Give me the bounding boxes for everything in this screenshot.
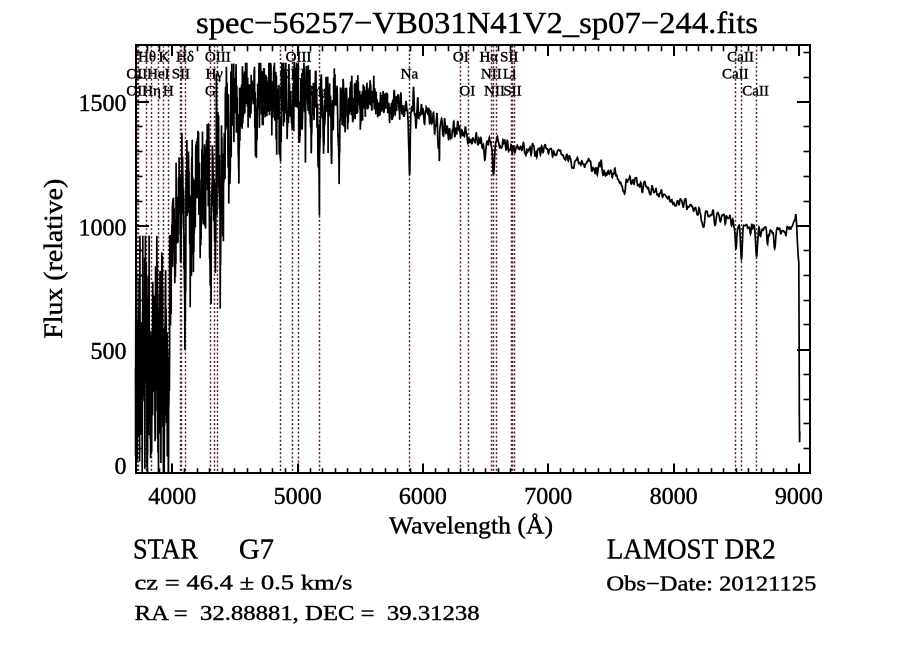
svg-text:Hδ: Hδ xyxy=(176,50,194,66)
svg-text:OIII: OIII xyxy=(205,50,231,66)
svg-text:RA = 32.88881, DEC = 39.3123: RA = 32.88881, DEC = 39.31238 xyxy=(135,601,480,625)
svg-text:Na: Na xyxy=(401,66,419,82)
svg-text:CaII: CaII xyxy=(742,83,769,99)
svg-text:CaII: CaII xyxy=(727,50,754,66)
svg-text:6000: 6000 xyxy=(399,484,447,510)
svg-text:SII: SII xyxy=(500,50,518,66)
svg-text:K: K xyxy=(159,50,170,66)
svg-text:Flux (relative): Flux (relative) xyxy=(39,179,68,339)
svg-text:CaII: CaII xyxy=(722,66,749,82)
svg-text:Hθ: Hθ xyxy=(138,50,156,66)
svg-text:0: 0 xyxy=(115,454,127,480)
svg-text:HeI: HeI xyxy=(147,66,170,82)
svg-text:STAR: STAR xyxy=(133,535,198,566)
svg-text:G: G xyxy=(205,83,216,99)
svg-text:OII: OII xyxy=(126,66,147,82)
svg-text:OI: OI xyxy=(459,83,475,99)
svg-text:OIII: OIII xyxy=(286,50,312,66)
svg-text:OI: OI xyxy=(453,50,469,66)
svg-text:7000: 7000 xyxy=(524,484,572,510)
svg-text:Hα: Hα xyxy=(479,50,498,66)
svg-text:Obs−Date: 20121125: Obs−Date: 20121125 xyxy=(606,572,816,596)
svg-text:G7: G7 xyxy=(239,535,274,566)
svg-text:NII: NII xyxy=(481,66,502,82)
svg-text:5000: 5000 xyxy=(274,484,322,510)
svg-text:SII: SII xyxy=(172,66,190,82)
svg-text:Mg: Mg xyxy=(309,83,330,99)
svg-text:9000: 9000 xyxy=(775,484,823,510)
svg-text:Hβ: Hβ xyxy=(268,83,286,99)
svg-text:LAMOST DR2: LAMOST DR2 xyxy=(607,533,776,565)
svg-text:Hγ: Hγ xyxy=(205,66,223,82)
svg-text:4000: 4000 xyxy=(148,484,196,510)
svg-text:Wavelength (Å): Wavelength (Å) xyxy=(389,514,553,540)
svg-text:OIII: OIII xyxy=(280,66,306,82)
svg-text:Li: Li xyxy=(503,66,516,82)
svg-text:NII: NII xyxy=(484,83,505,99)
svg-text:1500: 1500 xyxy=(79,91,127,117)
svg-text:8000: 8000 xyxy=(650,484,698,510)
svg-text:1000: 1000 xyxy=(79,216,127,242)
svg-text:SII: SII xyxy=(503,83,521,99)
svg-text:spec−56257−VB031N41V2_sp07−244: spec−56257−VB031N41V2_sp07−244.fits xyxy=(196,5,758,40)
svg-text:500: 500 xyxy=(91,339,127,365)
svg-text:Hη: Hη xyxy=(142,83,161,99)
svg-text:OII: OII xyxy=(126,83,147,99)
svg-text:cz = 46.4 ± 0.5 km/s: cz = 46.4 ± 0.5 km/s xyxy=(135,571,353,595)
svg-text:H: H xyxy=(163,83,174,99)
